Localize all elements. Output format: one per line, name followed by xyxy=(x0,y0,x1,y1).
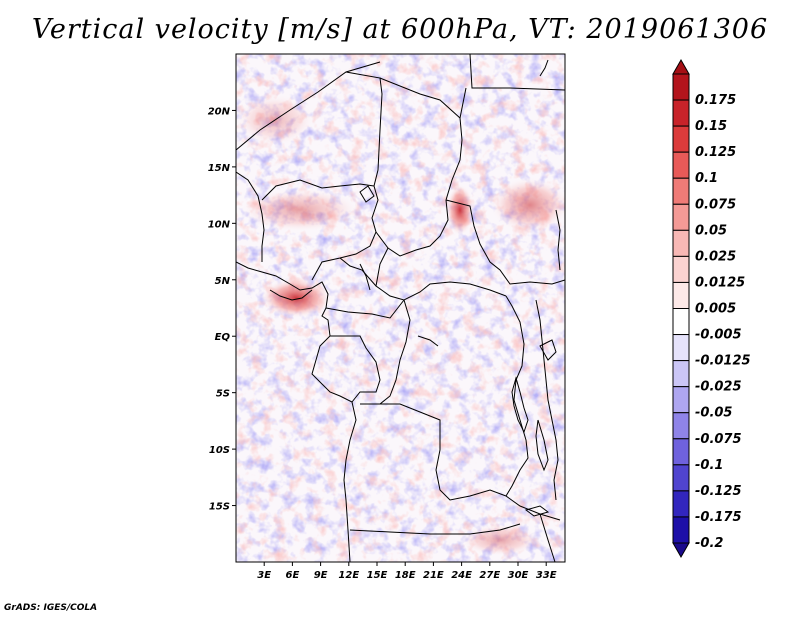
colorbar-swatch xyxy=(672,281,690,310)
colorbar-swatch xyxy=(672,177,690,205)
colorbar-label: -0.0125 xyxy=(695,354,751,369)
y-tick-label: 10N xyxy=(208,219,231,230)
lake-outlines xyxy=(359,185,557,517)
colorbar-swatch xyxy=(672,99,690,127)
y-tick-label: 5N xyxy=(215,276,231,287)
y-tick-label: 10S xyxy=(209,445,230,456)
colorbar-swatch xyxy=(672,516,690,544)
x-tick-label: 21E xyxy=(423,570,444,581)
x-tick-label: 27E xyxy=(479,570,500,581)
y-tick-label: 15N xyxy=(208,163,231,174)
colorbar-swatch xyxy=(672,438,690,466)
colorbar-label: -0.05 xyxy=(695,406,732,421)
colorbar-swatch xyxy=(672,360,690,388)
colorbar-label: -0.2 xyxy=(695,536,723,551)
colorbar-label: -0.005 xyxy=(695,328,742,343)
colorbar-label: 0.05 xyxy=(695,223,727,238)
colorbar-label: 0.025 xyxy=(695,249,736,264)
colorbar-swatch xyxy=(672,334,690,362)
colorbar-label: 0.125 xyxy=(695,145,736,160)
colorbar-swatch xyxy=(672,125,690,153)
colorbar-label: 0.005 xyxy=(695,302,736,317)
colorbar-swatch xyxy=(672,255,690,283)
colorbar-label: -0.025 xyxy=(695,380,742,395)
colorbar-bottom-arrow xyxy=(672,542,690,559)
colorbar: 0.175 0.15 0.125 0.1 0.075 0.05 0.025 0.0125 0.0… xyxy=(672,58,751,559)
plot-frame xyxy=(235,53,566,563)
colorbar-label: -0.125 xyxy=(695,484,742,499)
x-tick-label: 15E xyxy=(367,570,388,581)
colorbar-label: 0.15 xyxy=(695,119,727,134)
x-tick-label: 18E xyxy=(395,570,416,581)
colorbar-label: 0.175 xyxy=(695,93,736,108)
y-tick-label: 20N xyxy=(208,106,231,117)
colorbar-swatch xyxy=(672,73,690,101)
colorbar-swatch xyxy=(672,229,690,257)
colorbar-label: -0.175 xyxy=(695,510,742,525)
x-tick-label: 12E xyxy=(338,570,359,581)
grads-credit: GrADS: IGES/COLA xyxy=(4,603,98,613)
colorbar-swatch xyxy=(672,308,690,336)
x-tick-label: 30E xyxy=(508,570,529,581)
x-tick-label: 3E xyxy=(257,570,271,581)
colorbar-label: 0.0125 xyxy=(695,275,745,290)
colorbar-label: 0.1 xyxy=(695,171,718,186)
colorbar-swatch xyxy=(672,464,690,492)
country-boundaries xyxy=(236,54,565,562)
colorbar-swatch xyxy=(672,203,690,231)
colorbar-swatch xyxy=(672,386,690,414)
y-tick-label: 5S xyxy=(216,389,230,400)
colorbar-label: -0.075 xyxy=(695,432,742,447)
colorbar-swatch xyxy=(672,490,690,518)
colorbar-top-arrow xyxy=(672,58,690,75)
x-tick-label: 9E xyxy=(314,570,328,581)
chart-title: Vertical velocity [m/s] at 600hPa, VT: 2… xyxy=(31,14,769,45)
x-tick-label: 33E xyxy=(536,570,557,581)
y-tick-label: EQ xyxy=(215,332,231,343)
velocity-field xyxy=(236,54,565,562)
x-tick-label: 6E xyxy=(286,570,300,581)
colorbar-label: -0.1 xyxy=(695,458,723,473)
axes: 3E 6E 9E 12E 15E 18E 21E 24E 27E 30E 33E 20N 15N 10N 5… xyxy=(208,106,557,581)
colorbar-label: 0.075 xyxy=(695,197,736,212)
colorbar-swatch xyxy=(672,412,690,440)
y-tick-label: 15S xyxy=(209,502,230,513)
colorbar-swatch xyxy=(672,151,690,179)
x-tick-label: 24E xyxy=(451,570,472,581)
